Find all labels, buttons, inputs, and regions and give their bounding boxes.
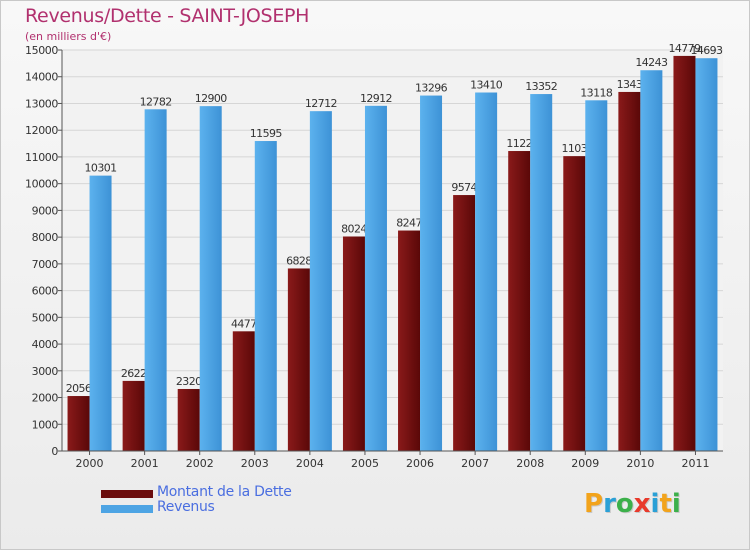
x-tick-label: 2011 [681, 457, 709, 470]
data-label-revenus-2003: 11595 [250, 127, 283, 140]
legend-swatch-dette [101, 490, 153, 498]
y-tick-label: 8000 [32, 231, 59, 244]
y-tick-label: 13000 [25, 97, 58, 110]
legend-swatch-revenus [101, 505, 153, 513]
proxiti-logo: Proxiti [584, 489, 681, 519]
logo-letter: i [671, 489, 681, 519]
data-label-debt-2007: 9574 [451, 181, 477, 194]
plot-area [62, 50, 723, 451]
chart-subtitle: (en milliers d'€) [25, 30, 112, 43]
x-tick-label: 2003 [241, 457, 269, 470]
data-label-revenus-2006: 13296 [415, 82, 448, 95]
bar-revenus-2006 [420, 95, 443, 452]
legend-label-dette: Montant de la Dette [157, 484, 292, 500]
y-tick-label: 14000 [25, 71, 58, 84]
bar-debt-2005 [342, 236, 365, 451]
x-tick-label: 2001 [131, 457, 159, 470]
bar-debt-2010 [618, 91, 641, 451]
data-label-revenus-2008: 13352 [525, 80, 557, 93]
y-tick-label: 3000 [32, 365, 59, 378]
data-label-revenus-2001: 12782 [140, 95, 172, 108]
bar-debt-2000 [67, 396, 90, 451]
logo-letter: x [633, 489, 651, 519]
bar-debt-2003 [232, 331, 255, 451]
data-label-debt-2008: 1122 [506, 137, 532, 150]
bar-revenus-2004 [309, 111, 332, 451]
data-label-debt-2010: 1343 [617, 78, 643, 91]
logo-letter: i [650, 489, 660, 519]
x-tick-label: 2007 [461, 457, 489, 470]
chart-title: Revenus/Dette - SAINT-JOSEPH [25, 5, 310, 27]
y-tick-label: 1000 [32, 418, 59, 431]
bar-revenus-2002 [199, 106, 222, 451]
data-label-revenus-2004: 12712 [305, 97, 337, 110]
data-label-debt-2011: 14779 [668, 42, 701, 55]
x-tick-label: 2005 [351, 457, 379, 470]
data-label-debt-2002: 2320 [176, 375, 202, 388]
x-tick-label: 2000 [76, 457, 104, 470]
y-tick-label: 15000 [25, 44, 58, 57]
bar-debt-2004 [287, 268, 310, 451]
data-label-debt-2001: 2622 [121, 367, 147, 380]
y-tick-label: 11000 [25, 151, 58, 164]
bar-revenus-2011 [695, 58, 718, 452]
y-tick-label: 7000 [32, 258, 59, 271]
x-tick-label: 2009 [571, 457, 599, 470]
bar-debt-2006 [398, 230, 421, 451]
y-tick-label: 10000 [25, 178, 58, 191]
bar-revenus-2007 [475, 92, 498, 452]
logo-letter: r [603, 489, 616, 519]
y-tick-label: 2000 [32, 392, 59, 405]
data-label-revenus-2010: 14243 [635, 56, 668, 69]
data-label-revenus-2005: 12912 [360, 92, 392, 105]
bar-revenus-2009 [585, 100, 608, 451]
y-tick-label: 5000 [32, 311, 59, 324]
bar-revenus-2000 [89, 175, 112, 451]
bar-debt-2011 [673, 55, 696, 451]
data-label-debt-2006: 8247 [396, 217, 422, 230]
bar-revenus-2010 [640, 70, 663, 452]
bar-debt-2001 [122, 380, 145, 451]
bar-revenus-2005 [364, 105, 387, 451]
x-tick-label: 2006 [406, 457, 434, 470]
logo-letter: P [584, 489, 604, 519]
bar-revenus-2008 [530, 94, 553, 452]
data-label-debt-2009: 1103 [561, 142, 587, 155]
bar-debt-2008 [508, 151, 531, 451]
y-tick-label: 12000 [25, 124, 58, 137]
data-label-revenus-2007: 13410 [470, 79, 503, 92]
data-label-debt-2004: 6828 [286, 254, 312, 267]
data-label-debt-2000: 2056 [66, 382, 92, 395]
bar-debt-2009 [563, 156, 586, 451]
data-label-debt-2005: 8024 [341, 222, 367, 235]
bar-debt-2002 [177, 388, 200, 451]
x-tick-label: 2010 [626, 457, 654, 470]
data-label-revenus-2011: 14693 [690, 44, 723, 57]
logo-letter: o [615, 489, 634, 519]
x-tick-label: 2004 [296, 457, 324, 470]
y-tick-label: 9000 [32, 204, 59, 217]
logo-letter: t [659, 489, 672, 519]
y-tick-label: 4000 [32, 338, 59, 351]
y-tick-label: 0 [51, 445, 58, 458]
bar-revenus-2001 [144, 109, 167, 452]
x-tick-label: 2002 [186, 457, 214, 470]
data-label-revenus-2002: 12900 [195, 92, 228, 105]
y-tick-label: 6000 [32, 285, 59, 298]
data-label-revenus-2000: 10301 [85, 162, 117, 175]
bar-revenus-2003 [254, 141, 277, 452]
x-tick-label: 2008 [516, 457, 544, 470]
legend-label-revenus: Revenus [157, 499, 215, 515]
bar-debt-2007 [453, 195, 476, 451]
data-label-debt-2003: 4477 [231, 317, 257, 330]
data-label-revenus-2009: 13118 [580, 86, 613, 99]
